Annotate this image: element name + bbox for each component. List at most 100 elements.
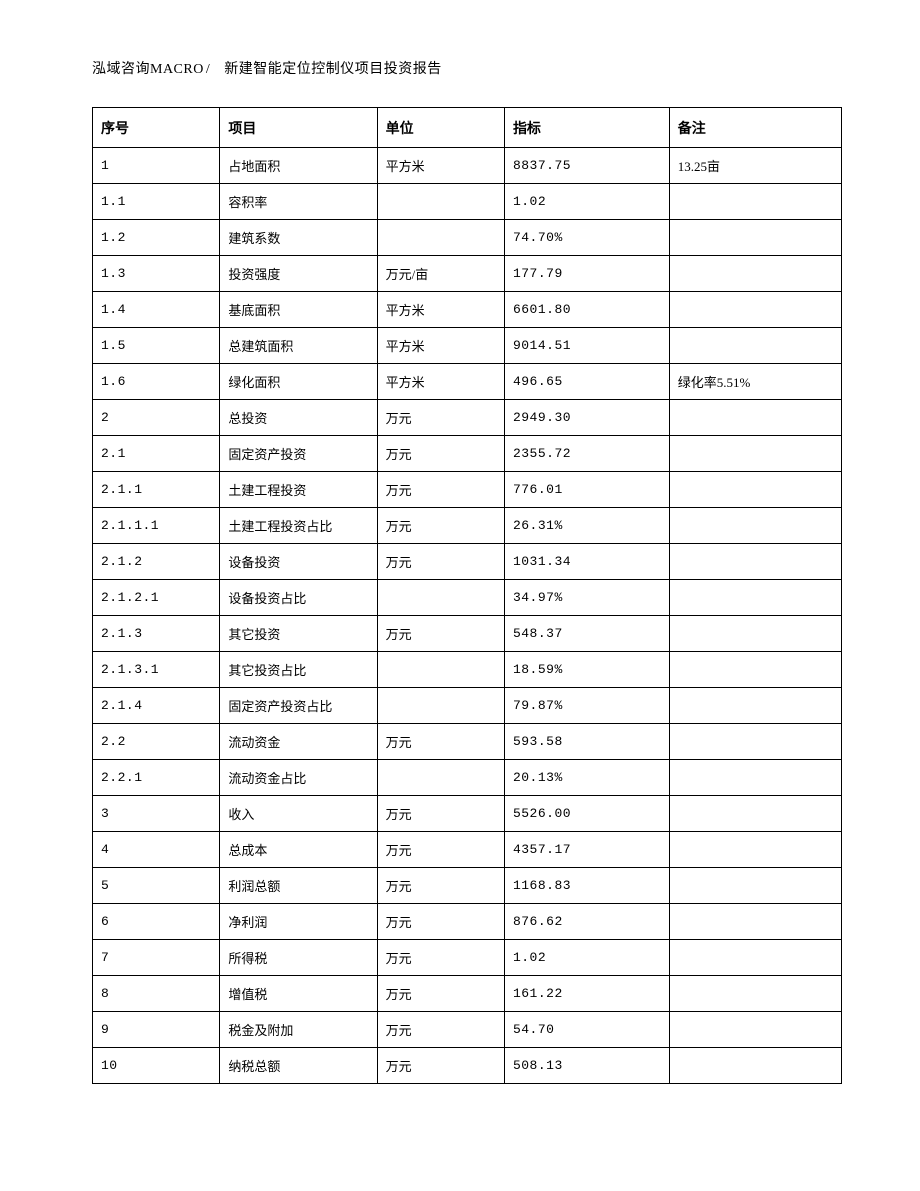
cell-unit [377,760,504,796]
cell-remark [669,328,841,364]
cell-item: 建筑系数 [220,220,377,256]
investment-report-table: 序号 项目 单位 指标 备注 1占地面积平方米8837.7513.25亩1.1容… [92,107,842,1084]
cell-remark [669,1048,841,1084]
cell-seq: 2.1.3 [93,616,220,652]
cell-remark: 绿化率5.51% [669,364,841,400]
table-row: 9税金及附加万元54.70 [93,1012,842,1048]
table-row: 1.2建筑系数74.70% [93,220,842,256]
table-row: 1.5总建筑面积平方米9014.51 [93,328,842,364]
cell-seq: 2.2.1 [93,760,220,796]
cell-item: 土建工程投资占比 [220,508,377,544]
cell-remark [669,724,841,760]
cell-indicator: 593.58 [504,724,669,760]
table-row: 2总投资万元2949.30 [93,400,842,436]
cell-item: 总建筑面积 [220,328,377,364]
table-row: 1.3投资强度万元/亩177.79 [93,256,842,292]
cell-remark [669,220,841,256]
cell-unit: 万元 [377,616,504,652]
cell-remark [669,760,841,796]
document-title: 新建智能定位控制仪项目投资报告 [224,62,442,77]
cell-seq: 6 [93,904,220,940]
table-row: 2.1.2.1设备投资占比34.97% [93,580,842,616]
cell-remark [669,400,841,436]
cell-item: 纳税总额 [220,1048,377,1084]
cell-remark [669,940,841,976]
cell-indicator: 4357.17 [504,832,669,868]
column-header-seq: 序号 [93,108,220,148]
cell-unit: 万元 [377,472,504,508]
cell-item: 其它投资 [220,616,377,652]
cell-seq: 9 [93,1012,220,1048]
table-row: 2.1.2设备投资万元1031.34 [93,544,842,580]
cell-unit: 万元 [377,976,504,1012]
cell-seq: 2 [93,400,220,436]
cell-indicator: 74.70% [504,220,669,256]
cell-unit: 万元 [377,1048,504,1084]
cell-remark [669,688,841,724]
table-row: 1.6绿化面积平方米496.65绿化率5.51% [93,364,842,400]
cell-unit: 万元 [377,1012,504,1048]
cell-unit: 万元 [377,400,504,436]
cell-item: 固定资产投资 [220,436,377,472]
cell-unit: 万元 [377,940,504,976]
table-row: 5利润总额万元1168.83 [93,868,842,904]
cell-unit: 万元 [377,904,504,940]
cell-unit: 平方米 [377,364,504,400]
table-row: 2.1.4固定资产投资占比 79.87% [93,688,842,724]
cell-indicator: 161.22 [504,976,669,1012]
cell-item: 设备投资 [220,544,377,580]
cell-seq: 7 [93,940,220,976]
cell-unit [377,580,504,616]
cell-seq: 1.5 [93,328,220,364]
cell-item: 流动资金占比 [220,760,377,796]
cell-remark [669,976,841,1012]
cell-seq: 1.4 [93,292,220,328]
table-row: 1.4基底面积平方米6601.80 [93,292,842,328]
table-row: 7所得税万元1.02 [93,940,842,976]
cell-indicator: 54.70 [504,1012,669,1048]
cell-item: 基底面积 [220,292,377,328]
cell-unit [377,184,504,220]
table-row: 2.1.3.1其它投资占比18.59% [93,652,842,688]
cell-item: 容积率 [220,184,377,220]
cell-indicator: 496.65 [504,364,669,400]
cell-seq: 2.1.4 [93,688,220,724]
cell-unit: 万元 [377,724,504,760]
cell-seq: 1.6 [93,364,220,400]
cell-indicator: 508.13 [504,1048,669,1084]
table-row: 2.2流动资金万元593.58 [93,724,842,760]
cell-indicator: 1.02 [504,940,669,976]
cell-item: 利润总额 [220,868,377,904]
table-row: 8增值税万元161.22 [93,976,842,1012]
cell-unit: 平方米 [377,148,504,184]
cell-unit: 万元 [377,508,504,544]
cell-seq: 2.1.1.1 [93,508,220,544]
table-header-row: 序号 项目 单位 指标 备注 [93,108,842,148]
cell-seq: 2.1.3.1 [93,652,220,688]
cell-indicator: 26.31% [504,508,669,544]
table-row: 3收入万元5526.00 [93,796,842,832]
cell-item: 绿化面积 [220,364,377,400]
cell-seq: 3 [93,796,220,832]
cell-indicator: 8837.75 [504,148,669,184]
table-row: 4总成本万元4357.17 [93,832,842,868]
cell-unit: 万元 [377,796,504,832]
cell-indicator: 1031.34 [504,544,669,580]
cell-seq: 1.1 [93,184,220,220]
cell-seq: 2.1.1 [93,472,220,508]
cell-unit: 平方米 [377,328,504,364]
cell-item: 固定资产投资占比 [220,688,377,724]
cell-seq: 2.2 [93,724,220,760]
cell-unit: 万元/亩 [377,256,504,292]
cell-remark [669,580,841,616]
cell-indicator: 2355.72 [504,436,669,472]
cell-remark [669,616,841,652]
table-row: 10纳税总额万元508.13 [93,1048,842,1084]
cell-remark [669,832,841,868]
cell-remark [669,1012,841,1048]
cell-item: 税金及附加 [220,1012,377,1048]
cell-indicator: 5526.00 [504,796,669,832]
cell-indicator: 79.87% [504,688,669,724]
cell-seq: 2.1.2 [93,544,220,580]
cell-unit: 万元 [377,832,504,868]
